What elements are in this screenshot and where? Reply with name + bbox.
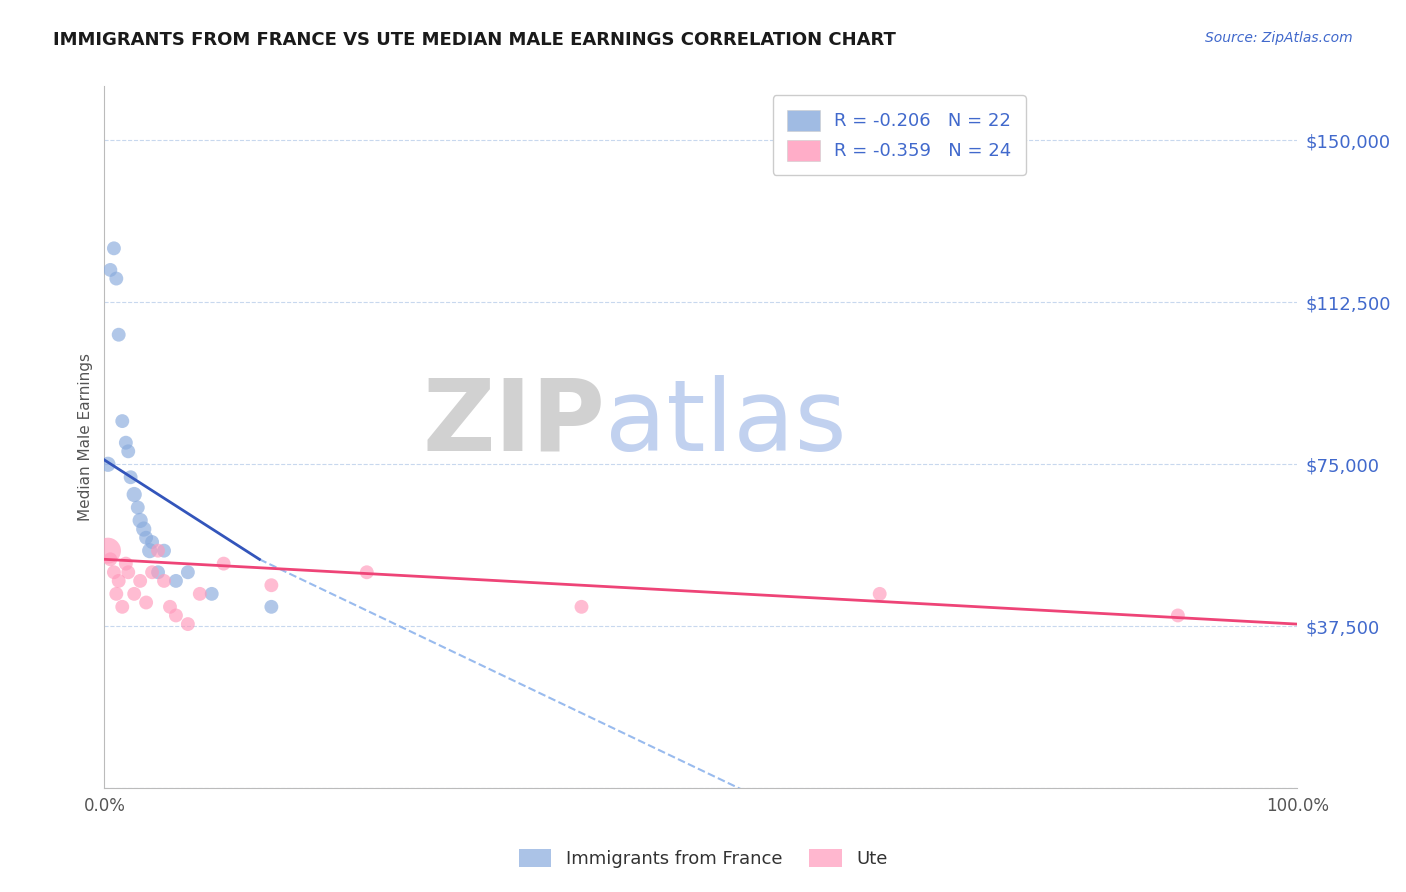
- Point: [141, 566, 163, 580]
- Point: [117, 444, 139, 458]
- Point: [132, 522, 155, 536]
- Point: [103, 566, 125, 580]
- Y-axis label: Median Male Earnings: Median Male Earnings: [79, 353, 93, 521]
- Point: [97, 543, 120, 558]
- Point: [98, 263, 121, 277]
- Point: [129, 574, 152, 588]
- Point: [122, 587, 145, 601]
- Point: [111, 414, 134, 428]
- Point: [188, 587, 211, 601]
- Point: [120, 470, 142, 484]
- Point: [135, 531, 157, 545]
- Text: ZIP: ZIP: [422, 375, 606, 472]
- Point: [138, 543, 160, 558]
- Point: [122, 487, 145, 501]
- Point: [105, 587, 128, 601]
- Point: [1167, 608, 1189, 623]
- Point: [201, 587, 224, 601]
- Point: [107, 327, 129, 342]
- Point: [97, 458, 120, 472]
- Point: [135, 595, 157, 609]
- Point: [869, 587, 891, 601]
- Point: [146, 566, 169, 580]
- Point: [107, 574, 129, 588]
- Point: [153, 574, 176, 588]
- Text: IMMIGRANTS FROM FRANCE VS UTE MEDIAN MALE EARNINGS CORRELATION CHART: IMMIGRANTS FROM FRANCE VS UTE MEDIAN MAL…: [53, 31, 896, 49]
- Point: [212, 557, 235, 571]
- Legend: Immigrants from France, Ute: Immigrants from France, Ute: [509, 840, 897, 877]
- Point: [146, 543, 169, 558]
- Point: [117, 566, 139, 580]
- Point: [165, 574, 187, 588]
- Point: [129, 513, 152, 527]
- Point: [127, 500, 149, 515]
- Point: [177, 566, 200, 580]
- Point: [260, 599, 283, 614]
- Point: [356, 566, 378, 580]
- Point: [260, 578, 283, 592]
- Point: [98, 552, 121, 566]
- Text: atlas: atlas: [606, 375, 846, 472]
- Legend: R = -0.206   N = 22, R = -0.359   N = 24: R = -0.206 N = 22, R = -0.359 N = 24: [773, 95, 1026, 175]
- Point: [571, 599, 593, 614]
- Point: [141, 535, 163, 549]
- Point: [115, 557, 138, 571]
- Point: [153, 543, 176, 558]
- Point: [165, 608, 187, 623]
- Point: [105, 271, 128, 285]
- Text: Source: ZipAtlas.com: Source: ZipAtlas.com: [1205, 31, 1353, 45]
- Point: [115, 435, 138, 450]
- Point: [177, 617, 200, 632]
- Point: [103, 241, 125, 255]
- Point: [111, 599, 134, 614]
- Point: [159, 599, 181, 614]
